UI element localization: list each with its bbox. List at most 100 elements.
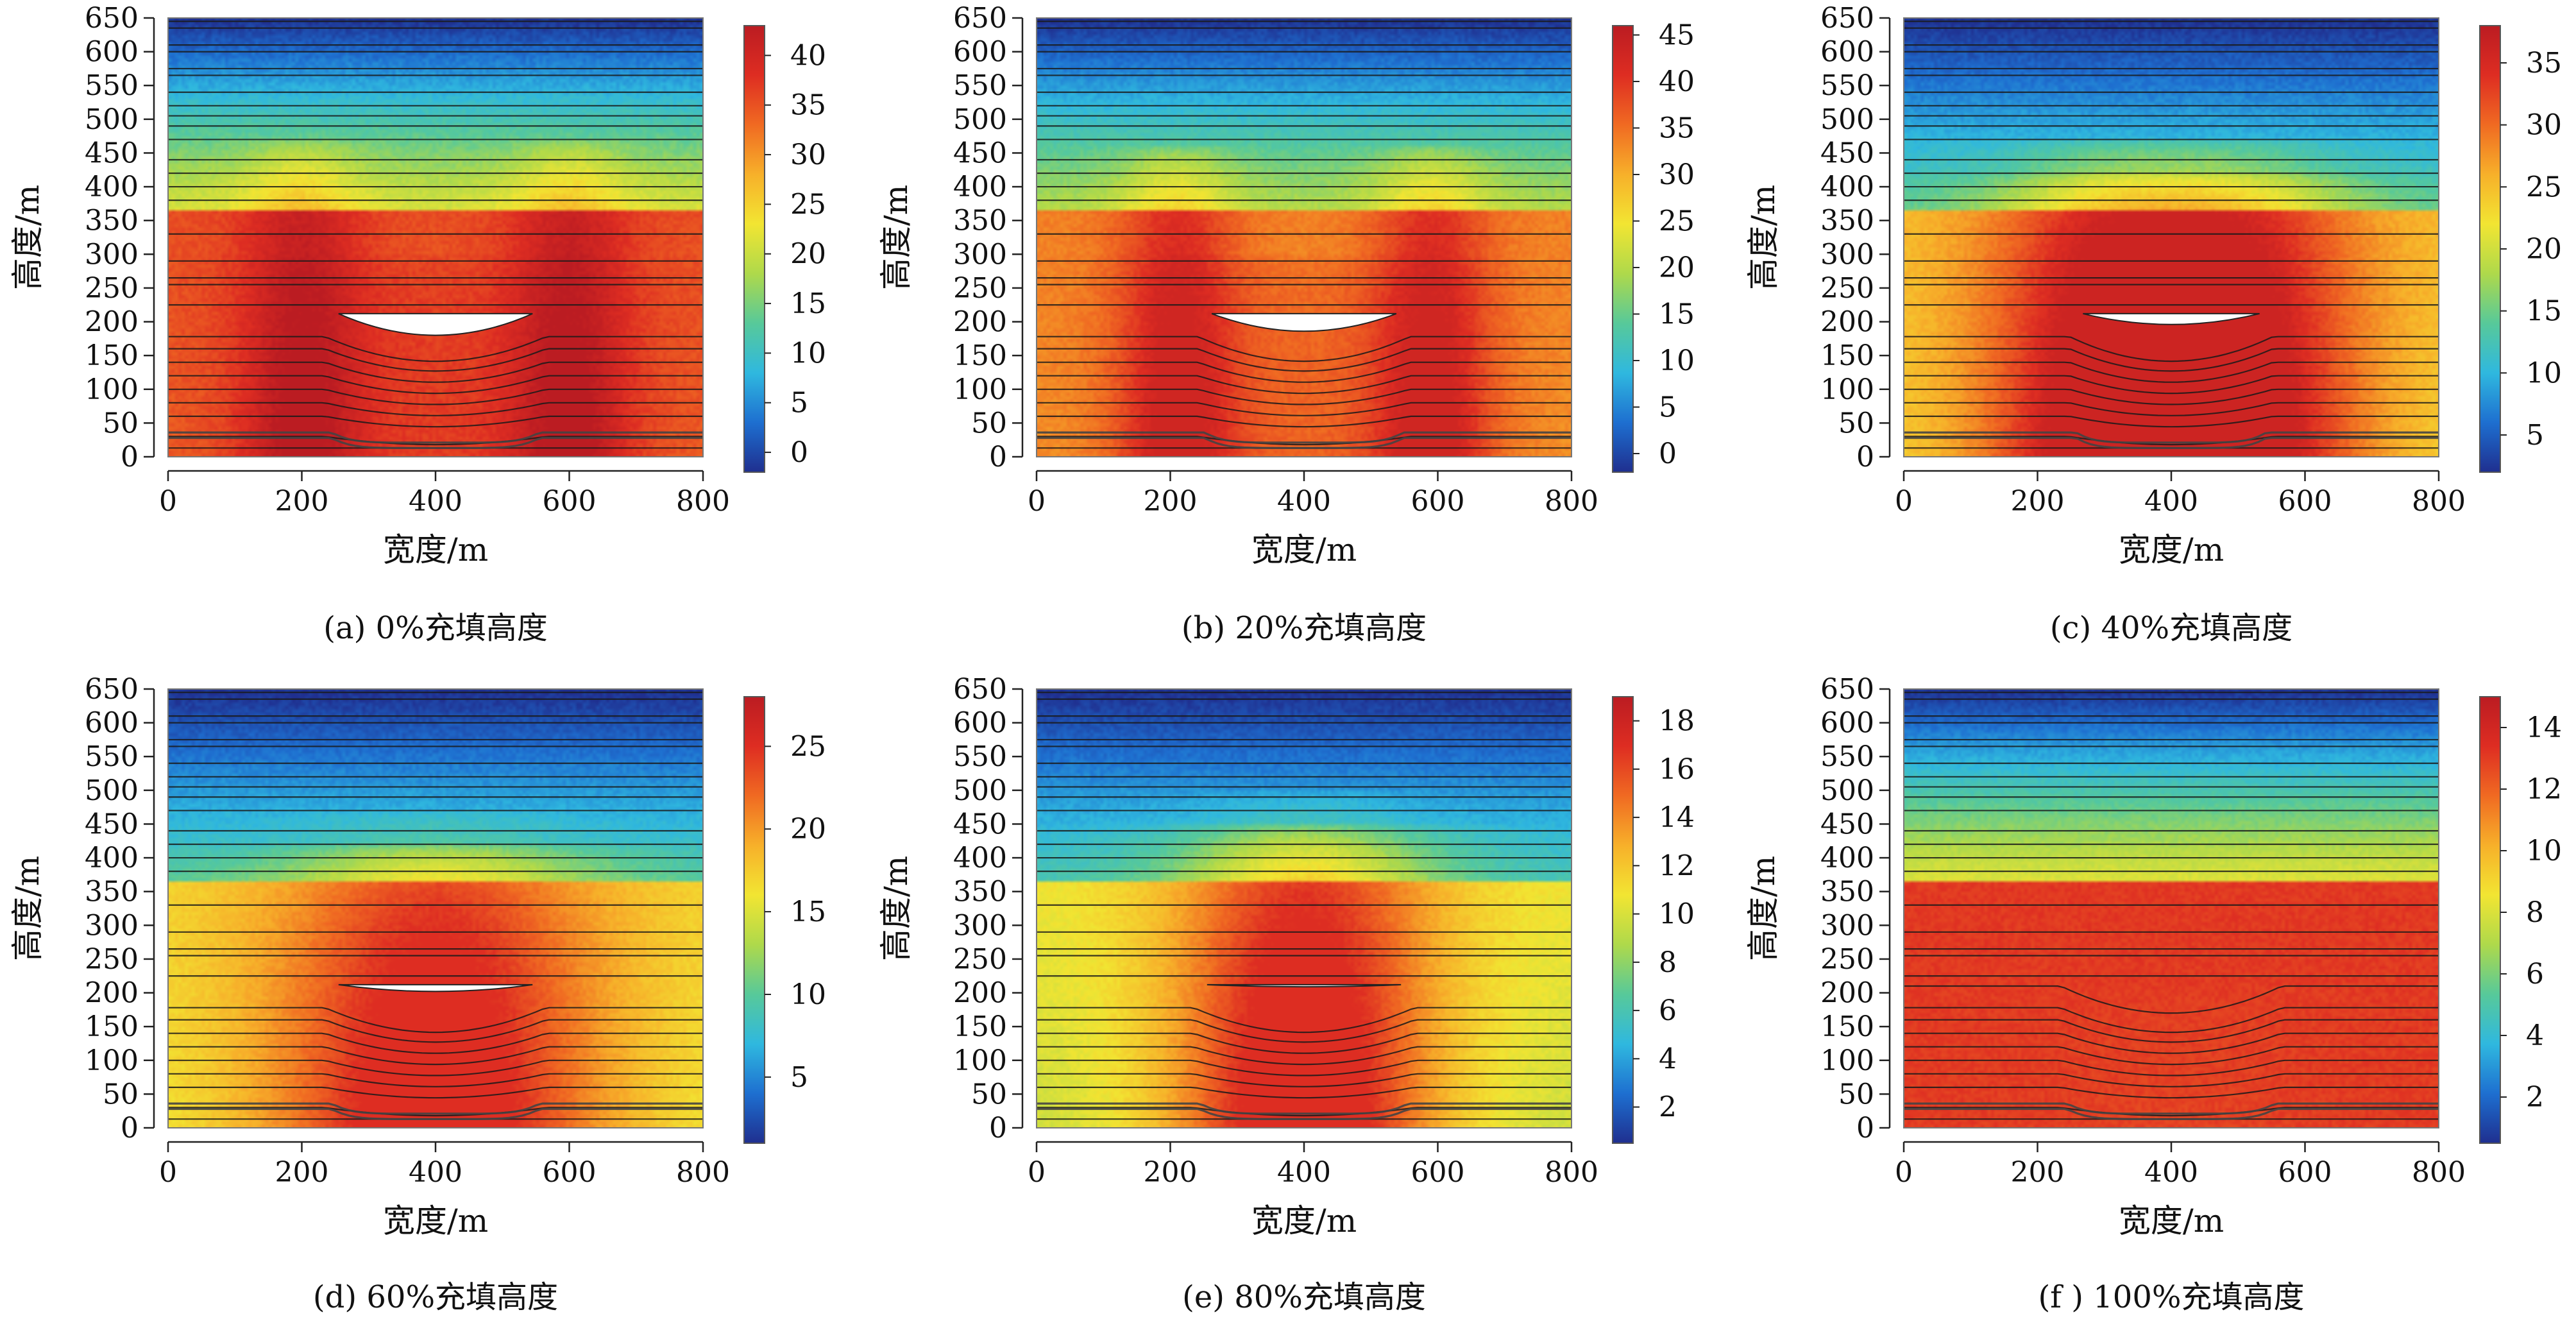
x-tick-label: 0: [1895, 485, 1913, 518]
colorbar-gradient: [1612, 25, 1634, 473]
floor-line: [1037, 1102, 1572, 1115]
curved-stratum-line: [1904, 336, 2439, 362]
floor-line: [1904, 1107, 2439, 1120]
x-axis-label: 宽度/m: [383, 531, 488, 568]
plot-frame: [167, 17, 704, 457]
subplot-e: 0501001502002503003504004505005506006500…: [877, 673, 1695, 1315]
y-tick-label: 650: [953, 2, 1007, 35]
colorbar-tick-label: 12: [1659, 849, 1695, 882]
y-tick-label: 250: [953, 943, 1007, 976]
colorbar-gradient: [2479, 696, 2501, 1144]
y-tick-label: 50: [971, 407, 1007, 439]
y-tick-label: 450: [1820, 137, 1874, 169]
x-tick-label: 800: [676, 485, 730, 518]
colorbar-tick-label: 25: [2526, 171, 2562, 203]
floor-line: [1037, 436, 1572, 449]
plot-frame: [167, 688, 704, 1128]
y-tick-label: 300: [1820, 238, 1874, 271]
y-tick-label: 200: [953, 977, 1007, 1010]
y-tick-label: 250: [1820, 943, 1874, 976]
y-tick-label: 0: [989, 1112, 1007, 1145]
x-tick-label: 400: [1277, 1156, 1331, 1189]
heatmap-image: [1037, 689, 1572, 1128]
curved-stratum-line: [1904, 436, 2439, 446]
x-axis-label: 宽度/m: [2119, 1202, 2224, 1239]
y-tick-label: 250: [1820, 272, 1874, 305]
plot-frame: [1903, 17, 2439, 457]
y-tick-label: 550: [85, 69, 139, 102]
y-tick-label: 650: [85, 673, 139, 706]
y-axis-label: 高度/m: [877, 185, 915, 290]
curved-stratum-line: [168, 1059, 703, 1077]
colorbar-tick-label: 2: [1659, 1091, 1677, 1124]
colorbar-tick-label: 40: [790, 39, 826, 72]
strata-lines: [1037, 692, 1572, 1120]
goaf-cavity: [338, 312, 533, 336]
curved-stratum-line: [1904, 1059, 2439, 1077]
y-tick-label: 0: [121, 441, 139, 473]
colorbar-tick-label: 25: [1659, 205, 1695, 238]
y-tick-label: 500: [1820, 774, 1874, 807]
curved-stratum-line: [1037, 336, 1572, 362]
y-tick-label: 150: [85, 339, 139, 372]
colorbar-tick-label: 0: [790, 436, 808, 469]
y-tick-label: 500: [85, 774, 139, 807]
x-tick-label: 200: [275, 485, 329, 518]
y-tick-label: 400: [1820, 171, 1874, 203]
curved-stratum-line: [168, 375, 703, 395]
curved-stratum-line: [168, 1019, 703, 1043]
y-tick-label: 100: [85, 373, 139, 406]
y-tick-label: 350: [1820, 876, 1874, 908]
colorbar-tick-label: 10: [1659, 345, 1695, 377]
heatmap-image: [168, 18, 703, 457]
y-tick-label: 350: [85, 876, 139, 908]
colorbar: 0 5 10 15 20 25 30 35 40: [743, 25, 826, 473]
colorbar-tick-label: 5: [790, 387, 808, 420]
y-tick-label: 450: [85, 808, 139, 840]
floor-line: [168, 1107, 703, 1120]
y-tick-label: 150: [85, 1010, 139, 1043]
y-tick-label: 600: [1820, 36, 1874, 69]
x-axis-label: 宽度/m: [1251, 531, 1357, 568]
y-tick-label: 550: [953, 740, 1007, 773]
y-tick-label: 300: [953, 238, 1007, 271]
curved-stratum-line: [1037, 1007, 1572, 1034]
axes: 0501001502002503003504004505005506006500…: [1820, 673, 2466, 1189]
y-tick-label: 450: [1820, 808, 1874, 840]
y-tick-label: 600: [953, 707, 1007, 740]
curved-stratum-line: [1037, 348, 1572, 372]
y-tick-label: 100: [85, 1044, 139, 1077]
curved-stratum-line: [1904, 375, 2439, 395]
y-tick-label: 350: [1820, 205, 1874, 237]
curved-stratum-line: [1037, 1046, 1572, 1066]
colorbar-tick-label: 15: [2526, 295, 2562, 328]
heatmap-image: [1904, 18, 2439, 457]
curved-stratum-line: [1904, 985, 2439, 1014]
subplot-caption: (f ) 100%充填高度: [2038, 1279, 2305, 1315]
plot-frame: [1036, 688, 1572, 1128]
colorbar-tick-label: 35: [2526, 47, 2562, 80]
y-tick-label: 100: [1820, 373, 1874, 406]
curved-stratum-line: [1037, 415, 1572, 428]
x-tick-label: 600: [2278, 1156, 2332, 1189]
y-tick-label: 0: [989, 441, 1007, 473]
y-tick-label: 550: [953, 69, 1007, 102]
curved-stratum-line: [1037, 1107, 1572, 1117]
x-tick-label: 400: [409, 1156, 462, 1189]
y-tick-label: 450: [953, 808, 1007, 840]
curved-stratum-line: [1904, 1046, 2439, 1066]
y-tick-label: 600: [85, 36, 139, 69]
x-tick-label: 0: [1028, 485, 1046, 518]
subplot-b: 0501001502002503003504004505005506006500…: [877, 2, 1695, 646]
floor-line: [1904, 431, 2439, 444]
colorbar: 2 4 6 8 10 12 14 16 18: [1612, 696, 1695, 1144]
y-tick-label: 600: [953, 36, 1007, 69]
colorbar-tick-label: 10: [2526, 357, 2562, 389]
colorbar-tick-label: 15: [790, 287, 826, 320]
curved-stratum-line: [1904, 1107, 2439, 1117]
colorbar-gradient: [1612, 696, 1634, 1144]
y-tick-label: 50: [1838, 1078, 1874, 1111]
y-tick-label: 650: [85, 2, 139, 35]
x-tick-label: 200: [275, 1156, 329, 1189]
y-tick-label: 550: [85, 740, 139, 773]
